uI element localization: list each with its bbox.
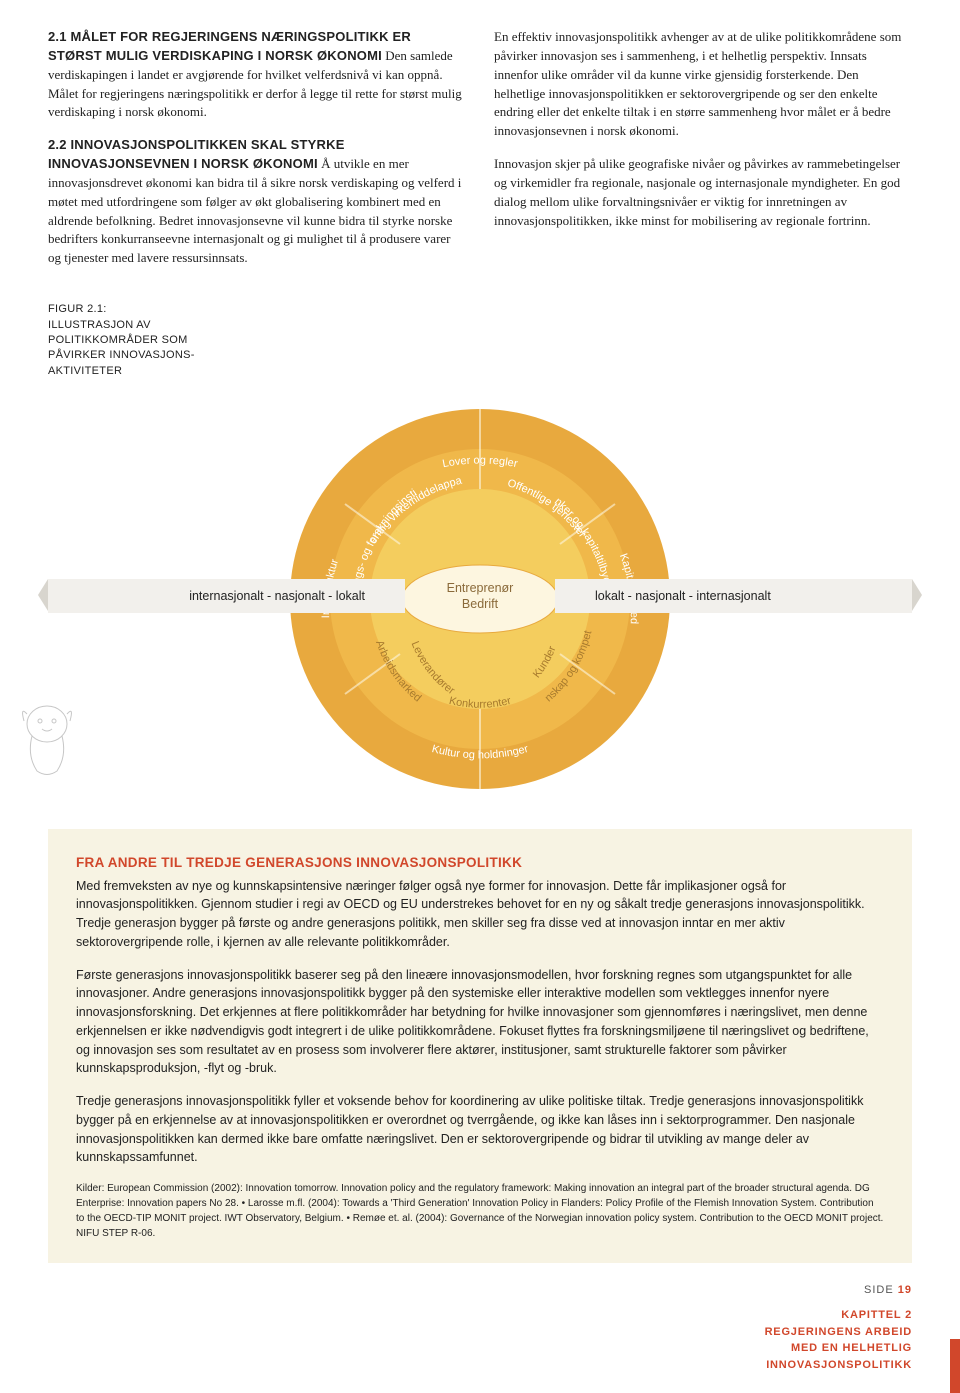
figure-caption-text: ILLUSTRASJON AV POLITIKKOMRÅDER SOM PÅVI… <box>48 319 194 377</box>
box-p2: Første generasjons innovasjonspolitikk b… <box>76 966 884 1079</box>
diagram: Lover og regler Kultur og holdninger Kap… <box>48 389 912 809</box>
lion-icon <box>12 696 82 781</box>
right-p2: Innovasjon skjer på ulike geografiske ni… <box>494 155 912 230</box>
box-p3: Tredje generasjons innovasjonspolitikk f… <box>76 1092 884 1167</box>
box-sources: Kilder: European Commission (2002): Inno… <box>76 1181 884 1241</box>
side-label: SIDE <box>864 1284 894 1296</box>
banner-center: Entreprenør Bedrift <box>405 580 555 613</box>
figure-caption: FIGUR 2.1: ILLUSTRASJON AV POLITIKKOMRÅD… <box>48 302 228 379</box>
banner-left: internasjonalt - nasjonalt - lokalt <box>48 579 405 613</box>
heading-2-1: 2.1 MÅLET FOR REGJERINGENS NÆRINGSPOLITI… <box>48 29 411 63</box>
page-num-value: 19 <box>898 1284 912 1296</box>
heading-2-2: 2.2 INNOVASJONSPOLITIKKEN SKAL STYRKE IN… <box>48 137 345 171</box>
main-columns: 2.1 MÅLET FOR REGJERINGENS NÆRINGSPOLITI… <box>48 28 912 282</box>
page-number: SIDE 19 <box>48 1283 912 1299</box>
section-2-1: 2.1 MÅLET FOR REGJERINGENS NÆRINGSPOLITI… <box>48 28 466 122</box>
right-column: En effektiv innovasjonspolitikk avhenger… <box>494 28 912 282</box>
text-2-2: Å utvikle en mer innovasjonsdrevet økono… <box>48 156 461 265</box>
section-2-2: 2.2 INNOVASJONSPOLITIKKEN SKAL STYRKE IN… <box>48 136 466 268</box>
box-p1: Med fremveksten av nye og kunnskapsinten… <box>76 877 884 952</box>
info-box: FRA ANDRE TIL TREDJE GENERASJONS INNOVAS… <box>48 829 912 1263</box>
figure-label: FIGUR 2.1: <box>48 303 107 315</box>
banner-right: lokalt - nasjonalt - internasjonalt <box>555 579 912 613</box>
chapter-label: KAPITTEL 2 REGJERINGENS ARBEID MED EN HE… <box>742 1307 912 1373</box>
diagram-banner: internasjonalt - nasjonalt - lokalt Entr… <box>48 579 912 613</box>
right-p1: En effektiv innovasjonspolitikk avhenger… <box>494 28 912 141</box>
center-top: Entreprenør <box>447 581 514 595</box>
page-footer: SIDE 19 KAPITTEL 2 REGJERINGENS ARBEID M… <box>48 1277 912 1373</box>
box-heading: FRA ANDRE TIL TREDJE GENERASJONS INNOVAS… <box>76 853 884 873</box>
center-bottom: Bedrift <box>462 597 498 611</box>
left-column: 2.1 MÅLET FOR REGJERINGENS NÆRINGSPOLITI… <box>48 28 466 282</box>
margin-bar <box>950 1339 960 1393</box>
